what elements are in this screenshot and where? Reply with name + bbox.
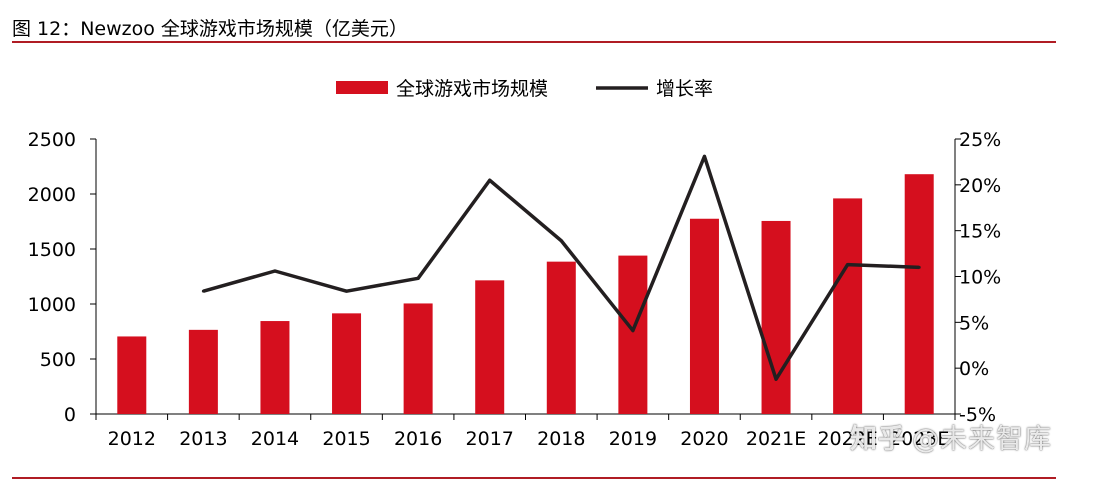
growth-point-2022E (846, 263, 850, 267)
growth-point-2020 (702, 154, 706, 158)
watermark: 知乎 @未来智库 (850, 417, 1052, 456)
bar-2019 (618, 255, 648, 414)
bar-2017 (475, 280, 505, 414)
x-tick-label: 2013 (179, 428, 227, 450)
bottom-rule (12, 477, 1056, 479)
bar-2022E (833, 198, 863, 414)
growth-point-2013 (201, 289, 205, 293)
bar-2012 (117, 336, 147, 414)
y-left-tick-label: 1000 (28, 294, 76, 316)
x-tick-label: 2019 (609, 428, 657, 450)
y-right-tick-label: 20% (959, 175, 1001, 197)
x-tick-label: 2023E (889, 428, 949, 450)
growth-point-2019 (631, 329, 635, 333)
bar-2016 (403, 303, 433, 414)
title-rule (12, 41, 1056, 43)
x-tick-label: 2012 (108, 428, 156, 450)
y-right-tick-label: 0% (959, 358, 989, 380)
x-tick-label: 2017 (466, 428, 514, 450)
y-right-tick-label: -5% (959, 404, 996, 426)
growth-point-2016 (416, 276, 420, 280)
bar-2023E (904, 174, 934, 414)
watermark-text: @未来智库 (912, 424, 1052, 455)
y-left-tick-label: 2500 (28, 129, 76, 151)
x-tick-label: 2014 (251, 428, 299, 450)
y-left-tick-label: 0 (64, 404, 76, 426)
x-tick-label: 2022E (817, 428, 877, 450)
y-right-tick-label: 5% (959, 312, 989, 334)
bar-2018 (546, 261, 576, 414)
growth-point-2021E (774, 377, 778, 381)
y-right-tick-label: 10% (959, 267, 1001, 289)
bar-2020 (689, 218, 719, 414)
y-left-tick-label: 500 (40, 349, 76, 371)
x-tick-label: 2020 (680, 428, 728, 450)
x-tick-label: 2015 (322, 428, 370, 450)
y-left-tick-label: 1500 (28, 239, 76, 261)
bar-2015 (332, 313, 362, 414)
growth-point-2018 (559, 239, 563, 243)
bar-2021E (761, 220, 791, 414)
x-tick-label: 2021E (746, 428, 806, 450)
legend-swatch-market-size (336, 81, 388, 94)
bar-2014 (260, 321, 290, 414)
y-left-tick-label: 2000 (28, 184, 76, 206)
growth-point-2015 (345, 289, 349, 293)
bar-2013 (188, 329, 218, 414)
growth-point-2023E (917, 265, 921, 269)
legend-label-growth-rate: 增长率 (656, 78, 713, 100)
growth-point-2014 (273, 269, 277, 273)
y-right-tick-label: 25% (959, 129, 1001, 151)
legend-label-market-size: 全球游戏市场规模 (396, 78, 548, 100)
x-tick-label: 2016 (394, 428, 442, 450)
growth-point-2017 (488, 178, 492, 182)
watermark-logo: 知乎 (850, 424, 906, 455)
x-tick-label: 2018 (537, 428, 585, 450)
figure-title: 图 12：Newzoo 全球游戏市场规模（亿美元） (12, 18, 408, 40)
y-right-tick-label: 15% (959, 221, 1001, 243)
